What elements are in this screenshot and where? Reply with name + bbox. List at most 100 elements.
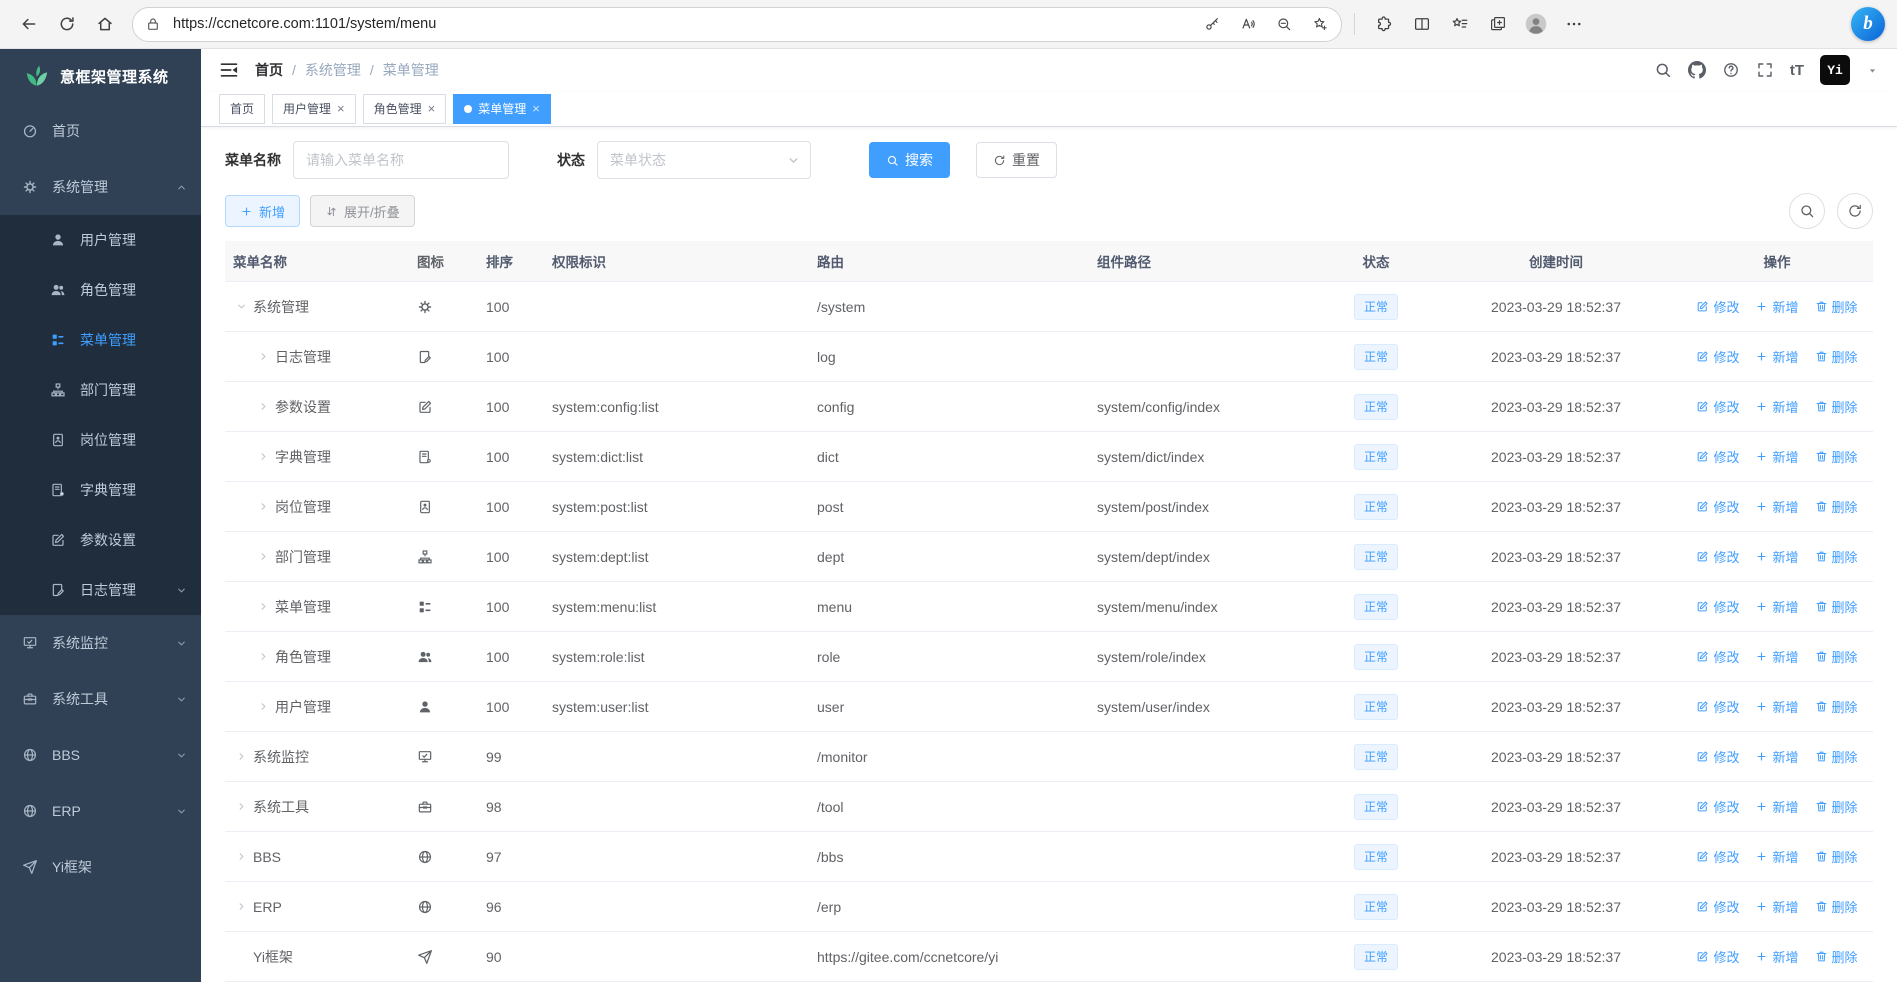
table-row[interactable]: 字典管理 100 system:dict:list dict system/di… (225, 432, 1873, 482)
search-button[interactable]: 搜索 (869, 142, 950, 178)
row-action-delete[interactable]: 删除 (1815, 597, 1858, 616)
bing-chat-button[interactable]: b (1851, 7, 1885, 41)
zoom-out-button[interactable] (1269, 10, 1299, 38)
row-action-edit[interactable]: 修改 (1696, 847, 1739, 866)
read-aloud-button[interactable] (1233, 10, 1263, 38)
row-action-delete[interactable]: 删除 (1815, 347, 1858, 366)
tree-expand-arrow[interactable] (233, 799, 249, 815)
sidebar-item-role[interactable]: 角色管理 (0, 265, 201, 315)
table-row[interactable]: 日志管理 100 log 正常 2023-03-29 18:52:37 修改 新… (225, 332, 1873, 382)
split-screen-button[interactable] (1405, 7, 1439, 41)
row-action-delete[interactable]: 删除 (1815, 297, 1858, 316)
table-row[interactable]: Yi框架 90 https://gitee.com/ccnetcore/yi 正… (225, 932, 1873, 982)
tree-expand-arrow[interactable] (255, 349, 271, 365)
row-action-delete[interactable]: 删除 (1815, 747, 1858, 766)
table-row[interactable]: 用户管理 100 system:user:list user system/us… (225, 682, 1873, 732)
table-row[interactable]: ERP 96 /erp 正常 2023-03-29 18:52:37 修改 新增… (225, 882, 1873, 932)
sidebar-item-monitor[interactable]: 系统监控 (0, 615, 201, 671)
expand-collapse-button[interactable]: 展开/折叠 (310, 195, 415, 227)
row-action-delete[interactable]: 删除 (1815, 797, 1858, 816)
row-action-add[interactable]: 新增 (1755, 447, 1799, 466)
table-row[interactable]: 岗位管理 100 system:post:list post system/po… (225, 482, 1873, 532)
refresh-table-button[interactable] (1837, 193, 1873, 229)
github-link-button[interactable] (1688, 61, 1706, 79)
password-key-button[interactable] (1197, 10, 1227, 38)
sidebar-item-log[interactable]: 日志管理 (0, 565, 201, 615)
row-action-edit[interactable]: 修改 (1696, 447, 1739, 466)
app-logo[interactable]: 意框架管理系统 (0, 49, 201, 103)
row-action-add[interactable]: 新增 (1755, 747, 1799, 766)
add-button[interactable]: 新增 (225, 195, 301, 227)
row-action-edit[interactable]: 修改 (1696, 947, 1739, 966)
favorites-bar-button[interactable] (1443, 7, 1477, 41)
row-action-edit[interactable]: 修改 (1696, 497, 1739, 516)
row-action-delete[interactable]: 删除 (1815, 497, 1858, 516)
row-action-delete[interactable]: 删除 (1815, 697, 1858, 716)
row-action-delete[interactable]: 删除 (1815, 397, 1858, 416)
tree-expand-arrow[interactable] (233, 299, 249, 315)
tree-expand-arrow[interactable] (255, 499, 271, 515)
table-row[interactable]: 参数设置 100 system:config:list config syste… (225, 382, 1873, 432)
header-search-button[interactable] (1654, 61, 1672, 79)
status-select[interactable]: 菜单状态 (597, 141, 811, 179)
close-icon[interactable]: × (337, 101, 345, 117)
sidebar-item-system[interactable]: 系统管理 (0, 159, 201, 215)
table-row[interactable]: 系统管理 100 /system 正常 2023-03-29 18:52:37 … (225, 282, 1873, 332)
avatar[interactable]: Yi (1820, 55, 1850, 86)
tab-角色管理[interactable]: 角色管理 × (362, 93, 447, 124)
row-action-add[interactable]: 新增 (1755, 397, 1799, 416)
add-favorite-button[interactable] (1305, 10, 1335, 38)
show-search-toggle-button[interactable] (1789, 193, 1825, 229)
row-action-edit[interactable]: 修改 (1696, 347, 1739, 366)
row-action-edit[interactable]: 修改 (1696, 547, 1739, 566)
tree-expand-arrow[interactable] (233, 849, 249, 865)
row-action-add[interactable]: 新增 (1755, 847, 1799, 866)
sidebar-item-tool[interactable]: 系统工具 (0, 671, 201, 727)
sidebar-item-home[interactable]: 首页 (0, 103, 201, 159)
sidebar-item-yi[interactable]: Yi框架 (0, 839, 201, 895)
row-action-add[interactable]: 新增 (1755, 897, 1799, 916)
row-action-edit[interactable]: 修改 (1696, 797, 1739, 816)
close-icon[interactable]: × (427, 101, 436, 117)
table-row[interactable]: BBS 97 /bbs 正常 2023-03-29 18:52:37 修改 新增… (225, 832, 1873, 882)
tab-用户管理[interactable]: 用户管理 × (272, 93, 356, 124)
browser-reload-button[interactable] (50, 7, 84, 41)
tree-expand-arrow[interactable] (233, 899, 249, 915)
tab-首页[interactable]: 首页 (219, 93, 266, 124)
sidebar-item-user[interactable]: 用户管理 (0, 215, 201, 265)
tree-expand-arrow[interactable] (255, 599, 271, 615)
row-action-delete[interactable]: 删除 (1815, 547, 1858, 566)
row-action-edit[interactable]: 修改 (1696, 397, 1739, 416)
row-action-add[interactable]: 新增 (1755, 547, 1799, 566)
sidebar-item-post[interactable]: 岗位管理 (0, 415, 201, 465)
row-action-add[interactable]: 新增 (1755, 647, 1799, 666)
address-bar[interactable]: https://ccnetcore.com:1101/system/menu (132, 6, 1342, 42)
row-action-add[interactable]: 新增 (1755, 797, 1799, 816)
sidebar-item-dict[interactable]: 字典管理 (0, 465, 201, 515)
tree-expand-arrow[interactable] (255, 399, 271, 415)
row-action-edit[interactable]: 修改 (1696, 597, 1739, 616)
sidebar-item-bbs[interactable]: BBS (0, 727, 201, 783)
reset-button[interactable]: 重置 (976, 142, 1057, 178)
tree-expand-arrow[interactable] (255, 699, 271, 715)
browser-back-button[interactable] (12, 7, 46, 41)
sidebar-item-erp[interactable]: ERP (0, 783, 201, 839)
tree-expand-arrow[interactable] (255, 549, 271, 565)
url-text[interactable]: https://ccnetcore.com:1101/system/menu (173, 16, 437, 32)
breadcrumb-item[interactable]: 首页 (255, 62, 283, 79)
fullscreen-button[interactable] (1756, 61, 1774, 79)
table-row[interactable]: 菜单管理 100 system:menu:list menu system/me… (225, 582, 1873, 632)
row-action-edit[interactable]: 修改 (1696, 747, 1739, 766)
user-menu-button[interactable] (1866, 64, 1879, 77)
tree-expand-arrow[interactable] (233, 749, 249, 765)
browser-profile-button[interactable] (1519, 7, 1553, 41)
sidebar-item-dept[interactable]: 部门管理 (0, 365, 201, 415)
sidebar-item-menu[interactable]: 菜单管理 (0, 315, 201, 365)
browser-more-button[interactable] (1557, 7, 1591, 41)
font-size-icon[interactable]: tT (1789, 61, 1804, 79)
row-action-add[interactable]: 新增 (1755, 947, 1799, 966)
row-action-add[interactable]: 新增 (1755, 347, 1799, 366)
row-action-add[interactable]: 新增 (1755, 297, 1799, 316)
extensions-button[interactable] (1367, 7, 1401, 41)
collections-button[interactable] (1481, 7, 1515, 41)
